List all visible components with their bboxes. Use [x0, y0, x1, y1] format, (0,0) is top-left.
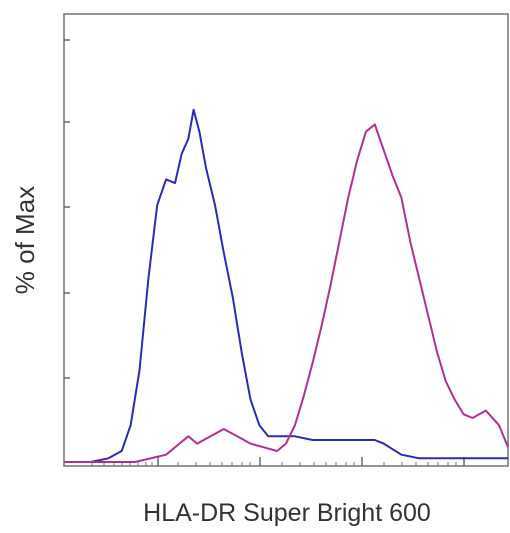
plot-frame: [63, 13, 509, 467]
series-line-1: [64, 108, 508, 463]
x-axis-title: HLA-DR Super Bright 600: [143, 499, 431, 527]
series-layer: [64, 108, 509, 463]
series-line-2: [64, 123, 509, 463]
y-axis-title: % of Max: [10, 186, 40, 294]
